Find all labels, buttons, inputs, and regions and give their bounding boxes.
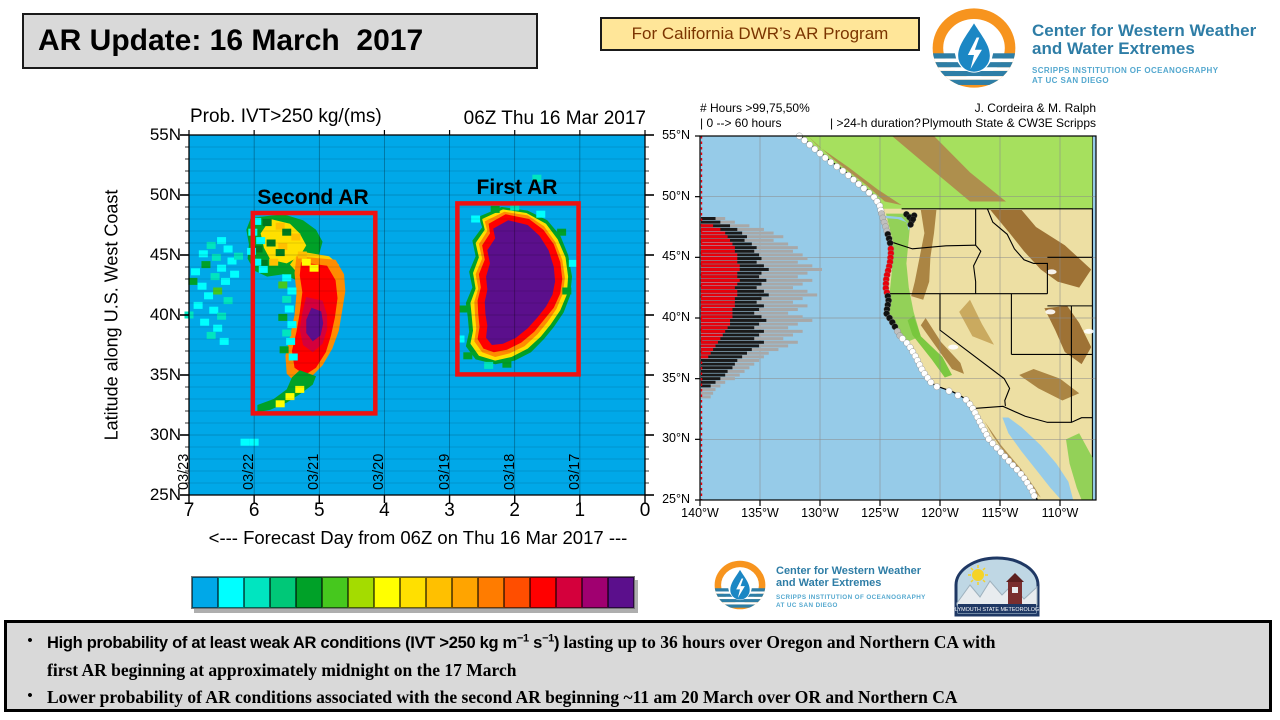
map-lat-label: 35°N	[662, 370, 690, 385]
plymouth-state-logo-icon: PLYMOUTH STATE METEOROLOGY	[952, 556, 1042, 617]
map-legend-duration: | >24-h duration?	[830, 116, 921, 130]
page-title: AR Update: 16 March 2017	[38, 24, 424, 57]
heatmap-date-label: 03/19	[436, 453, 453, 490]
heatmap-ytick: 30N	[149, 425, 181, 444]
heatmap-xtick: 5	[313, 500, 325, 521]
colorbar-cell	[556, 577, 582, 608]
ar-annotation-boxes	[250, 201, 581, 416]
heatmap-date-label: 03/17	[566, 453, 583, 490]
heatmap-xtick: 2	[509, 500, 520, 521]
gulf-of-california	[1002, 417, 1074, 500]
ar-box-label: Second AR	[257, 186, 369, 209]
map-lon-label: 120°W	[921, 506, 959, 520]
cw3e-subtitle: SCRIPPS INSTITUTION OF OCEANOGRAPHY AT U…	[1032, 66, 1219, 85]
heatmap-xlabel: <--- Forecast Day from 06Z on Thu 16 Mar…	[208, 527, 628, 548]
cw3e-small-subtitle: SCRIPPS INSTITUTION OF OCEANOGRAPHY AT U…	[776, 594, 926, 609]
heatmap-date-label: 03/21	[306, 453, 323, 490]
cw3e-small-name: Center for Western Weather and Water Ext…	[776, 565, 922, 589]
heatmap-ytick: 55N	[149, 125, 181, 144]
colorbar-cell	[218, 577, 244, 608]
program-label: For California DWR’s AR Program	[631, 24, 889, 43]
colorbar-cell	[296, 577, 322, 608]
bullet-1-marker: •	[27, 632, 33, 649]
heatmap-xtick: 3	[444, 500, 455, 521]
map-lon-label: 140°W	[681, 506, 719, 520]
map-lon-label: 125°W	[861, 506, 899, 520]
bullet-2: • Lower probability of AR conditions ass…	[13, 684, 1259, 711]
colorbar-cell	[270, 577, 296, 608]
colorbar-cell	[400, 577, 426, 608]
svg-text:PLYMOUTH STATE METEOROLOGY: PLYMOUTH STATE METEOROLOGY	[952, 607, 1042, 613]
heatmap-xtick: 7	[183, 500, 195, 521]
map-lat-label: 45°N	[662, 249, 690, 264]
heatmap-date-label: 03/20	[371, 453, 388, 490]
map-lon-label: 130°W	[801, 506, 839, 520]
heatmap-plot	[180, 130, 654, 503]
heatmap-title: Prob. IVT>250 kg/(ms)	[190, 106, 382, 127]
map-lat-label: 40°N	[662, 310, 690, 324]
coast-dots	[795, 132, 1038, 500]
bullet-1-text: High probability of at least weak AR con…	[47, 632, 996, 680]
hour-bars	[701, 217, 822, 399]
state-borders	[889, 208, 1093, 423]
map-legend-line1: # Hours >99,75,50%	[700, 101, 810, 115]
summary-box: • High probability of at least weak AR c…	[4, 620, 1272, 712]
puget-sound	[883, 215, 910, 231]
heatmap-date-label: 03/18	[501, 453, 518, 490]
heatmap-ytick: 45N	[149, 245, 181, 264]
colorbar-cell	[244, 577, 270, 608]
cw3e-logo-small-icon	[714, 560, 766, 610]
map-lon-label: 115°W	[981, 506, 1019, 520]
heatmap-xtick: 4	[379, 500, 390, 521]
colorbar-cell	[348, 577, 374, 608]
map-credit-2: Plymouth State & CW3E Scripps	[921, 116, 1096, 130]
heatmap-datetime: 06Z Thu 16 Mar 2017	[463, 108, 646, 129]
map-lat-label: 30°N	[662, 431, 690, 446]
map-lat-label: 50°N	[662, 188, 690, 203]
heatmap-xtick: 6	[248, 500, 260, 521]
colorbar-cell	[192, 577, 218, 608]
heatmap-xtick: 0	[639, 500, 651, 521]
map-lat-label: 25°N	[662, 492, 690, 506]
bullet-1: • High probability of at least weak AR c…	[13, 629, 1259, 684]
heatmap-ticks	[180, 130, 654, 503]
cw3e-logo-icon	[932, 8, 1016, 88]
heatmap-ytick: 25N	[149, 485, 181, 504]
heatmap-ytick: 35N	[149, 365, 181, 384]
colorbar-cell	[582, 577, 608, 608]
heatmap-date-label: 03/22	[241, 453, 258, 490]
terrain	[808, 136, 1094, 500]
title-box: AR Update: 16 March 2017	[22, 13, 538, 69]
map-credit-1: J. Cordeira & M. Ralph	[974, 101, 1096, 115]
ar-box-label: First AR	[476, 176, 558, 199]
program-box: For California DWR’s AR Program	[600, 17, 920, 51]
heatmap-date-label: 03/23	[176, 453, 192, 490]
cw3e-name: Center for Western Weather and Water Ext…	[1032, 21, 1257, 59]
heatmap-xtick: 1	[574, 500, 586, 521]
colorbar-cell	[322, 577, 348, 608]
map-lon-label: 110°W	[1041, 506, 1079, 520]
colorbar-cell	[452, 577, 478, 608]
heatmap-ytick: 50N	[149, 185, 181, 204]
heatmap-cells	[184, 174, 578, 446]
colorbar-cell	[530, 577, 556, 608]
heatmap-ytick: 40N	[149, 305, 181, 324]
colorbar-cell	[504, 577, 530, 608]
colorbar-cell	[608, 577, 634, 608]
colorbar-cell	[374, 577, 400, 608]
map-lon-label: 135°W	[741, 506, 779, 520]
map-legend-hours: | 0 --> 60 hours	[700, 116, 782, 130]
bullet-2-text: Lower probability of AR conditions assoc…	[47, 686, 958, 707]
map-plot	[695, 132, 1097, 506]
colorbar-cell	[426, 577, 452, 608]
map-ticks	[695, 135, 1061, 506]
map-lat-label: 55°N	[662, 128, 690, 142]
bullet-2-marker: •	[27, 686, 33, 704]
colorbar	[191, 576, 635, 609]
colorbar-cell	[478, 577, 504, 608]
